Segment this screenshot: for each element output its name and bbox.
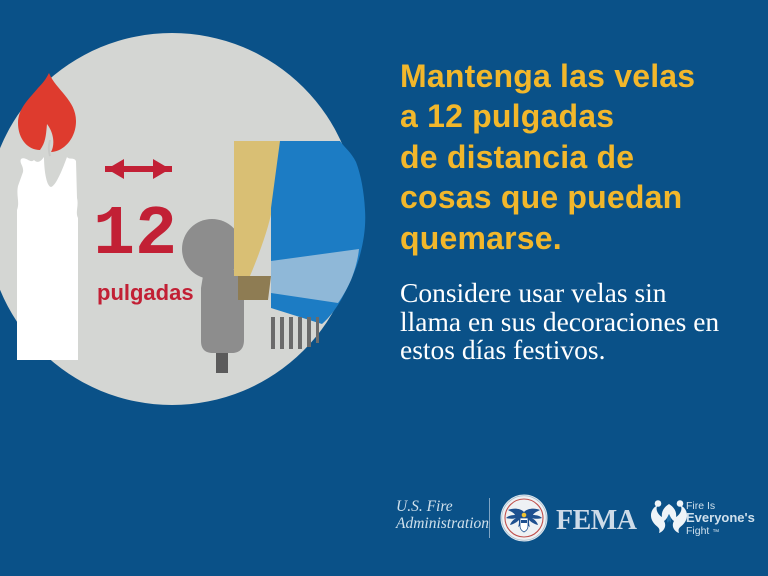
svg-text:12: 12	[93, 196, 177, 275]
svg-text:pulgadas: pulgadas	[97, 280, 194, 305]
